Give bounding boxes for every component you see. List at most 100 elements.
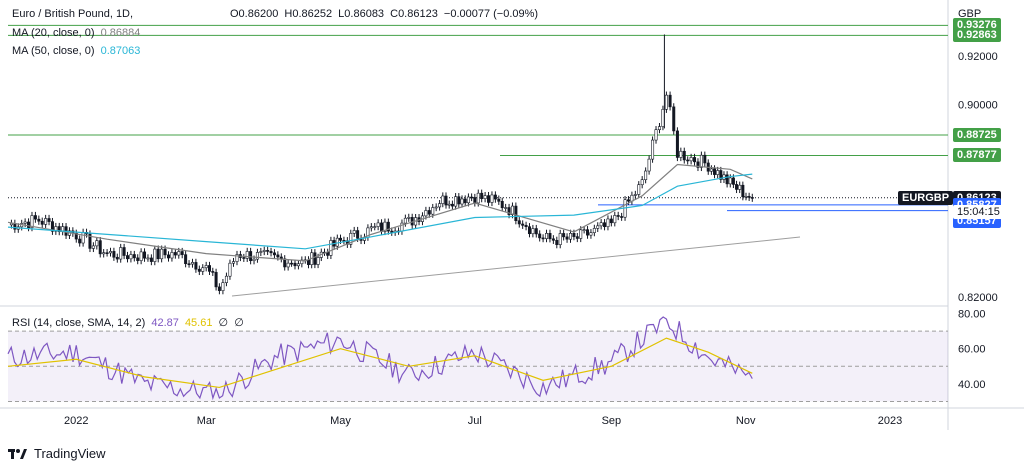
candle-body xyxy=(383,221,387,232)
candle xyxy=(531,224,535,238)
candle xyxy=(609,215,613,227)
candle xyxy=(50,217,54,235)
candle-body xyxy=(741,184,745,197)
candle-body xyxy=(290,262,294,265)
candle-body xyxy=(603,222,607,228)
candle xyxy=(139,248,143,265)
candle xyxy=(352,226,356,237)
candle-body xyxy=(163,248,167,256)
rsi-pane: 80.00 60.00 40.00 xyxy=(7,309,986,402)
candle xyxy=(383,218,387,236)
countdown-label: 15:04:15 xyxy=(953,204,1004,219)
candle-body xyxy=(376,222,380,227)
candle-body xyxy=(356,230,360,239)
candle xyxy=(61,223,65,236)
candle xyxy=(54,222,58,235)
candle xyxy=(231,257,235,267)
candle xyxy=(57,222,61,236)
candle xyxy=(545,229,549,243)
candle xyxy=(105,249,109,257)
candle-body xyxy=(177,251,181,256)
candle-body xyxy=(30,215,34,228)
candle-body xyxy=(245,251,249,259)
candle xyxy=(592,224,596,237)
candle-body xyxy=(444,195,448,206)
candle xyxy=(735,180,739,194)
candle-body xyxy=(262,250,266,252)
candle-body xyxy=(112,251,116,258)
rsi-sma-line xyxy=(7,337,753,389)
candle xyxy=(170,248,174,262)
candle xyxy=(390,227,394,236)
candle-body xyxy=(78,238,82,244)
candle-body xyxy=(524,225,528,227)
candle xyxy=(369,223,373,232)
candle-body xyxy=(146,257,150,260)
candle xyxy=(153,245,157,266)
candle xyxy=(586,226,590,239)
candle-body xyxy=(682,150,686,161)
candle xyxy=(81,228,85,247)
candle xyxy=(620,212,624,221)
candle-body xyxy=(390,230,394,233)
price-label: 0.88725 xyxy=(953,128,1001,142)
candle-body xyxy=(269,251,273,254)
candle-body xyxy=(91,245,95,249)
candle-body xyxy=(224,275,228,283)
candle-body xyxy=(675,130,679,158)
candle xyxy=(345,237,349,248)
low-value: L0.86083 xyxy=(338,8,385,20)
candle-body xyxy=(221,282,225,291)
price-tick-label: 0.90000 xyxy=(958,99,998,111)
candle-body xyxy=(661,108,665,127)
candle-body xyxy=(480,192,484,199)
candle-body xyxy=(441,195,445,204)
candle-body xyxy=(407,217,411,219)
candle xyxy=(741,181,745,201)
candle xyxy=(444,192,448,209)
candle-body xyxy=(249,251,253,262)
candle-body xyxy=(579,229,583,239)
candle-body xyxy=(693,157,697,163)
candle xyxy=(91,242,95,253)
brand-footer[interactable]: TradingView xyxy=(8,446,106,461)
currency-label: GBP xyxy=(958,8,982,20)
candle xyxy=(548,229,552,243)
candle-body xyxy=(201,267,205,272)
ohlc-readout: O0.86200 H0.86252 L0.86083 C0.86123 −0.0… xyxy=(230,8,541,20)
candle xyxy=(699,151,703,172)
candle xyxy=(483,191,487,203)
candle xyxy=(407,213,411,222)
candle xyxy=(438,199,442,211)
candle-body xyxy=(194,262,198,270)
time-tick-label: Nov xyxy=(736,415,756,427)
candle-body xyxy=(27,221,31,228)
candle xyxy=(616,211,620,221)
candle xyxy=(460,195,464,208)
price-tick-label: 0.92000 xyxy=(958,51,998,63)
candle xyxy=(201,264,205,276)
candle xyxy=(272,249,276,259)
candle-body xyxy=(606,218,610,228)
candle xyxy=(633,190,637,199)
candle xyxy=(613,211,617,227)
candle-body xyxy=(352,230,356,234)
candle xyxy=(696,158,700,172)
candle xyxy=(255,248,259,263)
candle xyxy=(306,256,310,269)
ma50-legend[interactable]: MA (50, close, 0) 0.87063 xyxy=(12,45,143,57)
time-tick-label: Sep xyxy=(602,415,622,427)
candle xyxy=(441,192,445,208)
candle xyxy=(214,268,218,291)
candle-body xyxy=(686,159,690,162)
price-pane: 0.92000 0.90000 0.82000 2022 Mar May Jul Sep Nov… xyxy=(0,0,1024,430)
candle-body xyxy=(626,199,630,202)
ma20-legend[interactable]: MA (20, close, 0) 0.86884 xyxy=(12,27,143,39)
candle-body xyxy=(457,196,461,205)
rsi-legend[interactable]: RSI (14, close, SMA, 14, 2) 42.87 45.61 … xyxy=(12,316,247,329)
candle-body xyxy=(33,215,37,220)
candle xyxy=(568,229,572,243)
symbol-legend[interactable]: Euro / British Pound, 1D, xyxy=(12,8,136,20)
rsi-zero-2: ∅ xyxy=(234,317,244,329)
